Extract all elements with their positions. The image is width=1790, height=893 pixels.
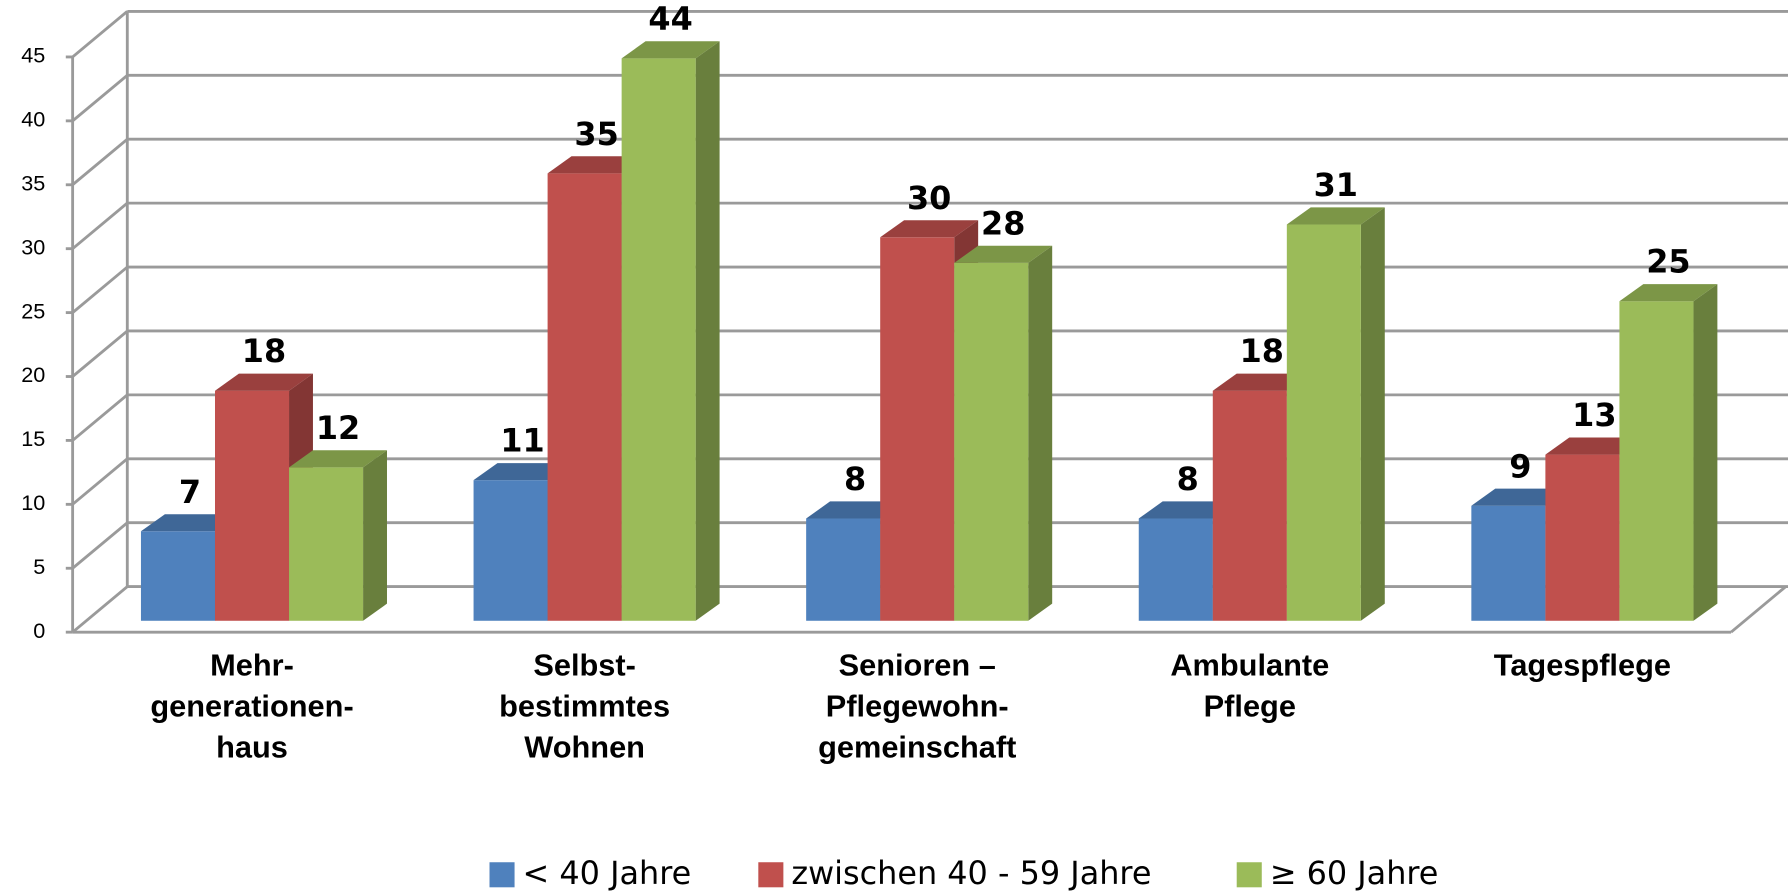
bar-top xyxy=(1619,284,1718,302)
value-label: 8 xyxy=(844,460,866,498)
grid-line xyxy=(71,265,129,314)
category-label-box: Selbst- bestimmtes Wohnen xyxy=(499,648,671,765)
grid-line xyxy=(71,138,129,186)
value-label: 18 xyxy=(1240,332,1284,370)
bar-side xyxy=(1028,245,1053,621)
bar-side xyxy=(363,450,387,621)
value-label: 31 xyxy=(1314,166,1358,204)
x-tick-label: Senioren – Pflegewohn- gemeinschaft xyxy=(818,648,1017,765)
value-label: 9 xyxy=(1509,447,1531,485)
bar xyxy=(289,450,387,621)
bar-top xyxy=(1286,207,1385,225)
bar-top xyxy=(1212,373,1311,391)
y-tick-label: 5 xyxy=(33,554,45,579)
legend-label: < 40 Jahre xyxy=(523,854,692,892)
bar-front xyxy=(1619,301,1694,621)
grid-line xyxy=(71,585,129,634)
grid-line xyxy=(71,457,129,506)
category-label-box: Mehr- generationen- haus xyxy=(150,648,354,765)
value-label: 7 xyxy=(179,473,201,511)
bar-top xyxy=(621,41,720,59)
value-label: 13 xyxy=(1572,396,1616,434)
floor-edge xyxy=(1730,585,1787,634)
bar-top xyxy=(1545,437,1644,455)
bar-top xyxy=(806,501,905,519)
value-label: 28 xyxy=(981,204,1025,242)
x-tick-label: Ambulante Pflege xyxy=(1170,648,1330,724)
bar-front xyxy=(1286,224,1361,621)
bar-front xyxy=(1545,454,1620,621)
grid-line xyxy=(71,393,129,442)
y-tick-label: 40 xyxy=(21,107,45,132)
legend-swatch xyxy=(489,862,515,888)
value-label: 30 xyxy=(907,179,951,217)
bar-front xyxy=(1138,518,1213,621)
y-tick-label: 25 xyxy=(21,298,45,323)
bar-front xyxy=(547,173,622,621)
grid-line xyxy=(71,521,129,570)
bar-top xyxy=(473,463,572,481)
y-tick-label: 20 xyxy=(21,362,45,387)
y-tick-label: 0 xyxy=(33,618,45,643)
bar-front xyxy=(806,518,881,621)
value-label: 35 xyxy=(574,115,618,153)
bar xyxy=(621,41,720,621)
y-tick-label: 30 xyxy=(21,234,45,259)
bar-top xyxy=(880,220,979,238)
grid-line xyxy=(71,10,129,59)
bar-side xyxy=(1360,207,1385,621)
value-label: 25 xyxy=(1646,243,1690,281)
grid-line xyxy=(71,329,129,378)
y-tick-label: 45 xyxy=(21,43,45,68)
legend-swatch xyxy=(1236,862,1262,888)
legend-label: zwischen 40 - 59 Jahre xyxy=(791,854,1151,892)
bar-top xyxy=(547,156,646,174)
bar-top xyxy=(1471,488,1570,506)
bar-front xyxy=(1212,390,1287,621)
bar-top xyxy=(954,245,1053,263)
x-tick-label: Selbst- bestimmtes Wohnen xyxy=(499,648,671,765)
bar-top xyxy=(140,514,239,532)
bar xyxy=(954,245,1053,621)
bar-front xyxy=(140,531,215,621)
bar-top xyxy=(1138,501,1237,519)
y-tick-label: 10 xyxy=(21,490,45,515)
legend-swatch xyxy=(758,862,784,888)
y-tick-label: 15 xyxy=(21,426,45,451)
legend-label: ≥ 60 Jahre xyxy=(1270,854,1439,892)
bar xyxy=(1286,207,1385,621)
value-label: 12 xyxy=(316,409,360,447)
bar-front xyxy=(621,58,696,621)
bar-front xyxy=(473,480,548,621)
value-label: 44 xyxy=(648,0,692,38)
value-label: 11 xyxy=(500,422,544,460)
bar-side xyxy=(695,41,720,621)
category-label-box: Ambulante Pflege xyxy=(1170,648,1330,724)
bar-top xyxy=(214,373,313,391)
value-label: 18 xyxy=(242,332,286,370)
bar-side xyxy=(1693,284,1718,621)
bar-front xyxy=(289,467,364,621)
category-label-box: Tagespflege xyxy=(1493,648,1671,683)
bar-front xyxy=(880,237,955,621)
x-tick-label: Tagespflege xyxy=(1493,648,1671,683)
bar-front xyxy=(214,390,290,621)
value-label: 8 xyxy=(1177,460,1199,498)
grid-line xyxy=(71,202,129,250)
bar-front xyxy=(1471,505,1546,621)
bar-top xyxy=(289,450,387,468)
bar-front xyxy=(954,262,1029,621)
y-tick-label: 35 xyxy=(21,170,45,195)
x-tick-label: Mehr- generationen- haus xyxy=(150,648,354,765)
bar xyxy=(1619,284,1718,621)
category-label-box: Senioren – Pflegewohn- gemeinschaft xyxy=(818,648,1017,765)
grid-line xyxy=(71,74,129,122)
